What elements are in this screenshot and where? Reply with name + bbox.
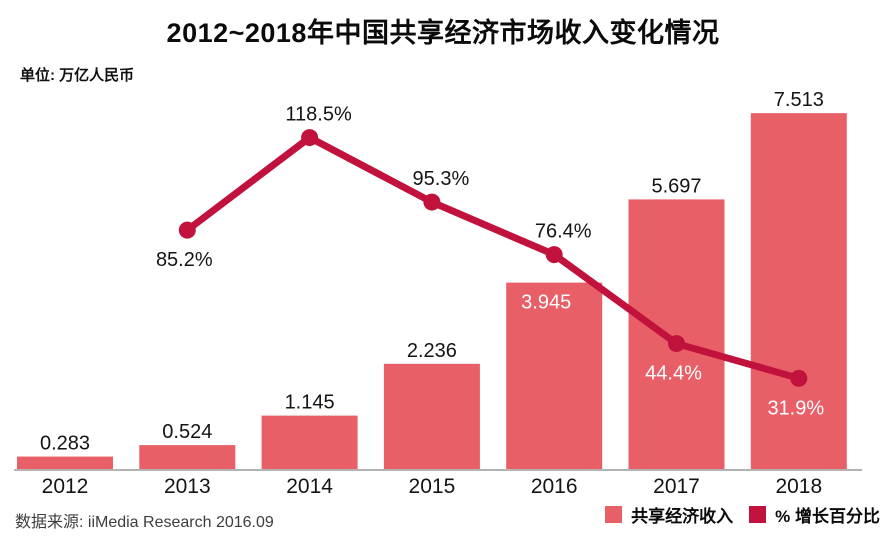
growth-value-label: 95.3%: [413, 168, 470, 190]
legend: 共享经济收入 % 增长百分比: [605, 502, 880, 527]
x-axis-tick-label: 2014: [286, 475, 333, 498]
x-axis-tick-label: 2017: [653, 475, 700, 498]
x-axis-tick-label: 2013: [164, 475, 211, 498]
growth-line-point: [423, 193, 441, 211]
growth-line-point: [668, 335, 685, 353]
x-axis-tick-label: 2016: [531, 475, 578, 498]
growth-line-point: [301, 129, 319, 147]
growth-line-point: [790, 369, 808, 387]
source-note: 数据来源: iiMedia Research 2016.09: [15, 514, 274, 531]
growth-line: [185, 133, 800, 382]
x-axis-tick-label: 2012: [42, 475, 89, 498]
bar-value-label: 5.697: [651, 175, 701, 197]
bar-value-label: 2.236: [407, 340, 457, 362]
bar-value-label: 0.283: [40, 433, 90, 455]
bar-2015: [383, 363, 480, 470]
legend-line-swatch-icon: [749, 506, 767, 523]
growth-line-point: [545, 246, 563, 264]
bar-2016: [506, 282, 603, 470]
bar-value-label: 1.145: [285, 392, 335, 414]
x-axis-tick-label: 2015: [409, 475, 456, 498]
bar-2012: [17, 456, 113, 470]
legend-bar-swatch-icon: [605, 506, 623, 523]
chart-title: 2012~2018年中国共享经济市场收入变化情况: [166, 18, 720, 48]
growth-value-label: 31.9%: [767, 397, 824, 419]
legend-line-label: % 增长百分比: [775, 507, 880, 526]
growth-value-label: 85.2%: [156, 249, 213, 271]
growth-value-label: 76.4%: [535, 221, 592, 243]
bar-value-label: 0.524: [162, 421, 212, 443]
bar-2014: [261, 415, 358, 470]
growth-value-label: 44.4%: [645, 363, 702, 385]
bar-value-label: 7.513: [774, 89, 824, 111]
unit-label: 单位: 万亿人民币: [20, 67, 135, 84]
bar-value-label: 3.945: [521, 292, 571, 314]
bar-2018: [750, 113, 847, 470]
legend-bar-label: 共享经济收入: [631, 507, 734, 526]
bar-2017: [628, 199, 725, 470]
x-axis-tick-label: 2018: [775, 475, 822, 498]
bar-2013: [139, 445, 236, 470]
growth-value-label: 118.5%: [285, 104, 352, 126]
growth-line-point: [178, 221, 196, 239]
